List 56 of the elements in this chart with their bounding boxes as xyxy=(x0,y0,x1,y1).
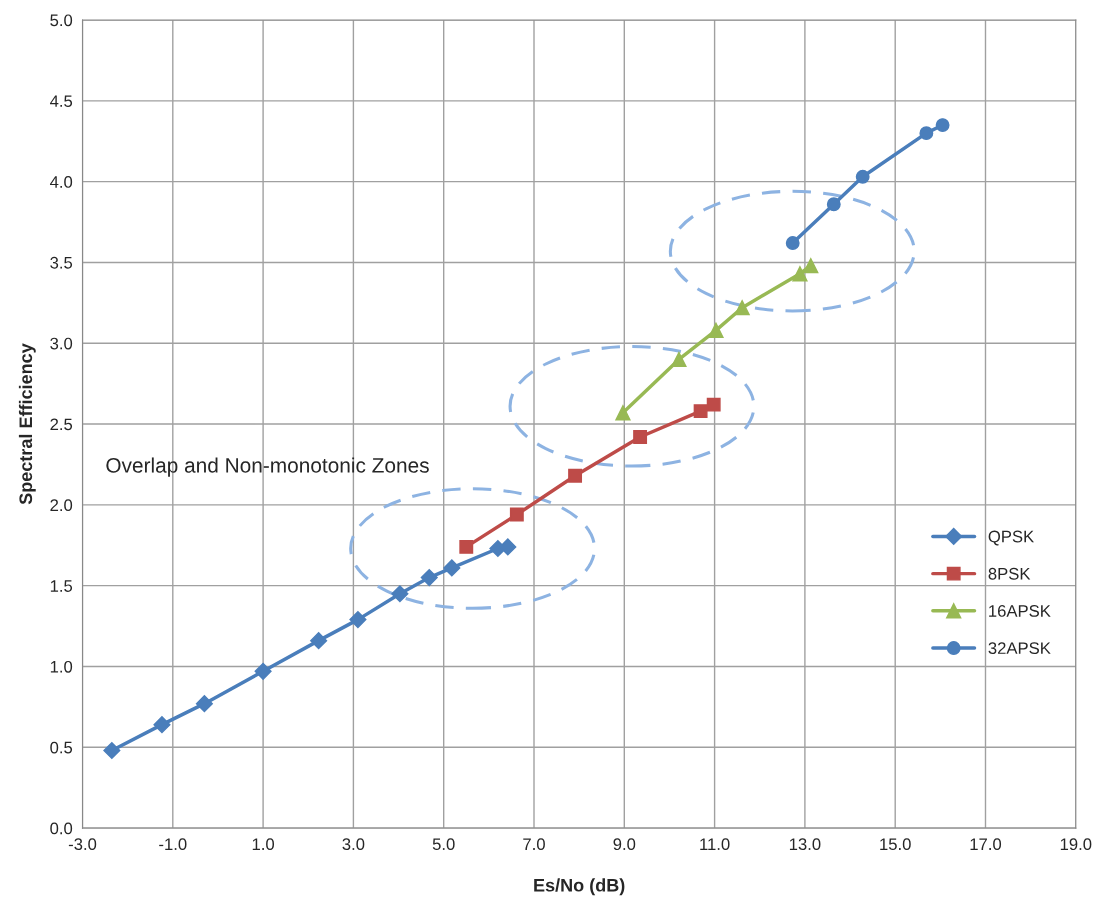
y-tick-label: 0.0 xyxy=(50,822,73,835)
x-tick-label: 13.0 xyxy=(789,838,821,851)
x-tick-label: -1.0 xyxy=(159,838,187,851)
x-tick-label: 5.0 xyxy=(432,838,455,851)
point xyxy=(153,716,171,734)
point xyxy=(803,258,819,274)
legend-label: QPSK xyxy=(988,530,1034,546)
point xyxy=(706,397,721,412)
point xyxy=(615,405,631,421)
point xyxy=(254,662,272,680)
point xyxy=(443,559,461,577)
x-tick-label: 17.0 xyxy=(970,838,1002,851)
y-axis-title: Spectral Efficiency xyxy=(18,343,36,505)
point xyxy=(459,539,474,554)
y-tick-label: 4.5 xyxy=(49,95,73,108)
y-tick-label: 4.0 xyxy=(49,176,73,188)
y-tick-label: 2.0 xyxy=(50,499,73,512)
y-tick-label: 2.5 xyxy=(50,418,73,431)
point xyxy=(855,169,870,184)
point xyxy=(919,126,934,141)
point xyxy=(935,118,950,133)
point xyxy=(391,585,409,603)
point xyxy=(792,266,808,282)
x-tick-label: 15.0 xyxy=(880,838,911,851)
point xyxy=(349,611,367,629)
x-tick-label: 9.0 xyxy=(613,838,636,851)
annotation: Overlap and Non-monotonic Zones xyxy=(106,457,429,477)
point xyxy=(693,404,708,419)
x-axis-title: Es/No (dB) xyxy=(534,878,625,896)
x-tick-label: -3.0 xyxy=(68,838,97,851)
x-tick-label: 19.0 xyxy=(1060,838,1092,851)
point xyxy=(633,430,648,444)
x-tick-label: 11.0 xyxy=(700,838,730,851)
y-tick-label: 3.5 xyxy=(50,256,73,269)
point xyxy=(195,695,213,713)
point xyxy=(785,236,800,250)
y-tick-label: 1.0 xyxy=(50,660,73,673)
y-tick-label: 5.0 xyxy=(50,14,73,27)
y-tick-label: 1.5 xyxy=(50,580,73,592)
legend-label: 16APSK xyxy=(989,605,1051,617)
point xyxy=(734,300,750,316)
point xyxy=(671,351,687,368)
x-tick-label: 7.0 xyxy=(523,838,545,851)
point xyxy=(708,322,724,338)
legend-label: 8PSK xyxy=(988,567,1031,580)
point xyxy=(568,468,583,483)
point xyxy=(103,741,121,760)
y-tick-label: 3.0 xyxy=(50,337,73,350)
legend-label: 32APSK xyxy=(988,642,1051,655)
point xyxy=(826,197,841,212)
x-tick-label: 3.0 xyxy=(342,838,365,851)
point xyxy=(509,507,524,522)
point xyxy=(310,632,328,650)
y-tick-label: 0.5 xyxy=(50,741,73,754)
x-tick-label: 1.0 xyxy=(252,838,275,851)
point xyxy=(420,569,438,587)
